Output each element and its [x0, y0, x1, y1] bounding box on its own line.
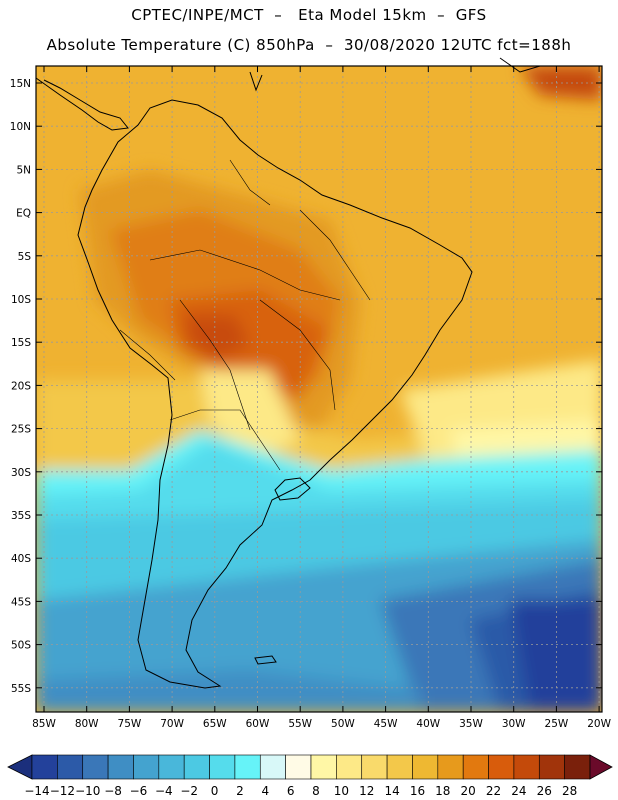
lat-label: 30S [11, 467, 31, 479]
colorbar-swatch [133, 754, 160, 780]
lon-label: 40W [416, 718, 440, 730]
colorbar-label: 22 [486, 784, 501, 798]
lon-label: 60W [246, 718, 270, 730]
colorbar-label: 24 [511, 784, 526, 798]
colorbar-label: 18 [435, 784, 450, 798]
lon-label: 25W [545, 718, 569, 730]
colorbar-label: 0 [211, 784, 219, 798]
lat-label: 20S [11, 380, 31, 392]
colorbar-swatch [538, 754, 565, 780]
colorbar-swatch [285, 754, 312, 780]
lat-label: 5S [18, 251, 32, 263]
lon-label: 30W [502, 718, 526, 730]
colorbar-label: 28 [562, 784, 577, 798]
lat-label: 55S [11, 683, 31, 695]
lat-label: 35S [11, 510, 31, 522]
colorbar-swatch [259, 754, 286, 780]
colorbar-label: 14 [384, 784, 399, 798]
colorbar-label: 10 [334, 784, 349, 798]
colorbar-swatch [361, 754, 388, 780]
lon-label: 35W [459, 718, 483, 730]
lat-label: EQ [16, 208, 31, 220]
colorbar-swatch [234, 754, 261, 780]
colorbar [7, 754, 613, 780]
colorbar-label: −12 [50, 784, 75, 798]
colorbar-swatch [488, 754, 515, 780]
colorbar-swatch [158, 754, 185, 780]
colorbar-swatch [82, 754, 109, 780]
plot-frame [35, 65, 603, 713]
lat-label: 10S [11, 294, 31, 306]
colorbar-max-arrow [589, 754, 613, 780]
colorbar-label: 12 [359, 784, 374, 798]
colorbar-label: 4 [261, 784, 269, 798]
lat-label: 40S [11, 553, 31, 565]
colorbar-label: −4 [155, 784, 173, 798]
axis-ticks [36, 66, 602, 712]
colorbar-min-arrow [7, 754, 33, 780]
lat-label: 45S [11, 596, 31, 608]
lon-label: 50W [331, 718, 355, 730]
colorbar-label: 26 [537, 784, 552, 798]
colorbar-label: −10 [75, 784, 100, 798]
colorbar-swatch [437, 754, 464, 780]
colorbar-label: −6 [130, 784, 148, 798]
longitude-labels: 85W 80W 75W 70W 65W 60W 55W 50W 45W 40W 35W 30W 25W 2… [32, 718, 611, 730]
colorbar-swatch [462, 754, 489, 780]
colorbar-label: 16 [410, 784, 425, 798]
colorbar-swatch [310, 754, 337, 780]
lon-label: 70W [160, 718, 184, 730]
colorbar-label: 6 [287, 784, 295, 798]
colorbar-swatch [57, 754, 84, 780]
colorbar-swatch [209, 754, 236, 780]
lat-label: 5N [16, 164, 31, 176]
lon-label: 55W [288, 718, 312, 730]
lat-label: 15S [11, 337, 31, 349]
lon-label: 80W [75, 718, 99, 730]
colorbar-label: −14 [24, 784, 49, 798]
colorbar-swatch [564, 754, 591, 780]
colorbar-swatch [31, 754, 58, 780]
colorbar-label: 20 [461, 784, 476, 798]
lat-label: 50S [11, 640, 31, 652]
colorbar-swatch [513, 754, 540, 780]
lon-label: 45W [374, 718, 398, 730]
lat-lon-grid [36, 66, 602, 712]
colorbar-label: 2 [236, 784, 244, 798]
map-title: CPTEC/INPE/MCT – Eta Model 15km – GFS [131, 6, 487, 24]
colorbar-swatch [183, 754, 210, 780]
lon-label: 85W [32, 718, 56, 730]
lat-label: 25S [11, 424, 31, 436]
colorbar-labels: −14 −12 −10 −8 −6 −4 −2 0 2 4 6 8 10 12 14 16 18 20 22 24 26… [24, 784, 577, 798]
lon-label: 75W [118, 718, 142, 730]
coastline [35, 57, 541, 689]
colorbar-swatch [107, 754, 134, 780]
country-borders [119, 159, 371, 471]
lon-label: 65W [203, 718, 227, 730]
lat-label: 10N [10, 121, 31, 133]
colorbar-label: −8 [104, 784, 122, 798]
colorbar-label: 8 [312, 784, 320, 798]
colorbar-swatch [412, 754, 439, 780]
map-subtitle: Absolute Temperature (C) 850hPa – 30/08/… [46, 36, 572, 54]
temperature-field [36, 66, 602, 712]
colorbar-swatch [336, 754, 363, 780]
colorbar-label: −2 [180, 784, 198, 798]
lat-label: 15N [10, 78, 31, 90]
colorbar-swatch [386, 754, 413, 780]
latitude-labels: 15N 10N 5N EQ 5S 10S 15S 20S 25S 30S 35S 40S 45S 50S 5… [10, 78, 32, 695]
lon-label: 20W [587, 718, 611, 730]
